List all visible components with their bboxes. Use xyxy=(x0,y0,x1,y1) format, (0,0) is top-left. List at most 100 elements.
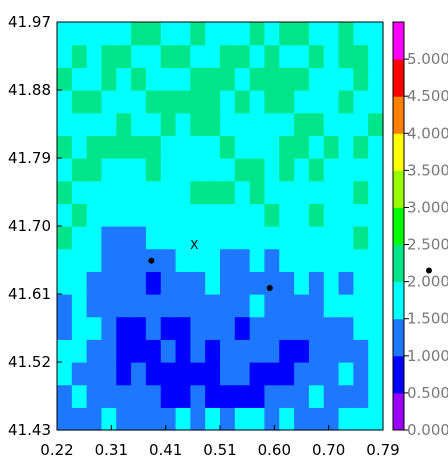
contour-cell xyxy=(353,248,369,272)
contour-cell xyxy=(145,362,162,386)
contour-cell xyxy=(279,384,295,408)
contour-cell xyxy=(338,316,354,340)
contour-cell xyxy=(308,158,325,182)
contour-cell xyxy=(71,294,88,318)
contour-cell xyxy=(145,135,162,159)
colorbar-value-marker xyxy=(426,267,432,274)
contour-cell xyxy=(220,271,236,295)
contour-cell xyxy=(86,22,103,46)
contour-cell xyxy=(368,294,384,318)
contour-cell xyxy=(368,362,384,386)
contour-cell xyxy=(308,67,325,91)
contour-cell xyxy=(264,112,280,136)
contour-cell xyxy=(116,339,132,363)
contour-cell xyxy=(160,362,177,386)
contour-cell xyxy=(308,226,325,250)
contour-cell xyxy=(86,112,103,136)
contour-cell xyxy=(294,271,310,295)
contour-cell xyxy=(234,112,251,136)
contour-cell xyxy=(308,203,325,227)
contour-cell xyxy=(294,203,310,227)
contour-cell xyxy=(190,248,206,272)
contour-cell xyxy=(220,90,236,114)
contour-cell xyxy=(160,203,177,227)
colorbar-tick-label: 4.000 xyxy=(407,124,448,142)
contour-cell xyxy=(294,384,310,408)
contour-cell xyxy=(338,135,354,159)
contour-cell xyxy=(205,112,221,136)
contour-cell xyxy=(220,22,236,46)
contour-cell xyxy=(101,248,117,272)
contour-cell xyxy=(353,362,369,386)
contour-cell xyxy=(205,158,221,182)
contour-cell xyxy=(279,135,295,159)
contour-cell xyxy=(220,158,236,182)
x-marker-label: X xyxy=(190,238,198,252)
contour-cell xyxy=(101,294,117,318)
contour-cell xyxy=(131,67,147,91)
contour-cell xyxy=(86,294,103,318)
contour-cell xyxy=(368,339,384,363)
contour-cell xyxy=(294,158,310,182)
contour-cell xyxy=(131,294,147,318)
contour-cell xyxy=(234,135,251,159)
contour-cell xyxy=(131,22,147,46)
contour-cell xyxy=(234,362,251,386)
contour-cell xyxy=(249,203,266,227)
contour-cell xyxy=(279,294,295,318)
contour-cell xyxy=(101,22,117,46)
contour-cell xyxy=(101,362,117,386)
contour-cell xyxy=(323,22,340,46)
contour-cell xyxy=(264,294,280,318)
contour-cell xyxy=(220,203,236,227)
contour-cell xyxy=(323,248,340,272)
contour-cell xyxy=(160,22,177,46)
contour-cell xyxy=(323,271,340,295)
colorbar-tick-label: 3.000 xyxy=(407,198,448,216)
contour-cell xyxy=(190,158,206,182)
contour-cell xyxy=(264,362,280,386)
contour-cell xyxy=(234,339,251,363)
contour-cell xyxy=(294,112,310,136)
contour-cell xyxy=(308,90,325,114)
contour-cell xyxy=(249,271,266,295)
contour-cell xyxy=(323,135,340,159)
contour-cell xyxy=(323,339,340,363)
contour-cell xyxy=(234,407,251,431)
contour-cell xyxy=(323,44,340,68)
contour-cell xyxy=(220,44,236,68)
contour-cell xyxy=(205,271,221,295)
contour-cell xyxy=(234,90,251,114)
contour-cell xyxy=(368,226,384,250)
contour-cell xyxy=(57,22,73,46)
contour-cell xyxy=(323,294,340,318)
contour-cell xyxy=(101,203,117,227)
contour-cell xyxy=(160,294,177,318)
y-tick-label: 41.97 xyxy=(8,13,51,31)
colorbar-tick-label: 0.000 xyxy=(407,421,448,439)
contour-cell xyxy=(205,316,221,340)
colorbar-swatch xyxy=(393,59,404,97)
contour-cell xyxy=(249,158,266,182)
contour-cell xyxy=(249,67,266,91)
contour-cell xyxy=(145,180,162,204)
colorbar-swatch xyxy=(393,355,404,394)
contour-cell xyxy=(86,44,103,68)
contour-cell xyxy=(205,22,221,46)
contour-cell xyxy=(145,158,162,182)
contour-cell xyxy=(279,112,295,136)
contour-cell xyxy=(264,339,280,363)
colorbar-tick-label: 4.500 xyxy=(407,87,448,105)
contour-cell xyxy=(368,22,384,46)
contour-cell xyxy=(57,180,73,204)
colorbar-swatch xyxy=(393,392,404,431)
contour-cell xyxy=(323,67,340,91)
contour-cell xyxy=(175,294,191,318)
contour-cell xyxy=(353,112,369,136)
contour-cell xyxy=(294,135,310,159)
contour-cell xyxy=(205,248,221,272)
contour-cell xyxy=(220,316,236,340)
contour-cell xyxy=(338,271,354,295)
contour-cell xyxy=(145,226,162,250)
contour-cell xyxy=(175,339,191,363)
